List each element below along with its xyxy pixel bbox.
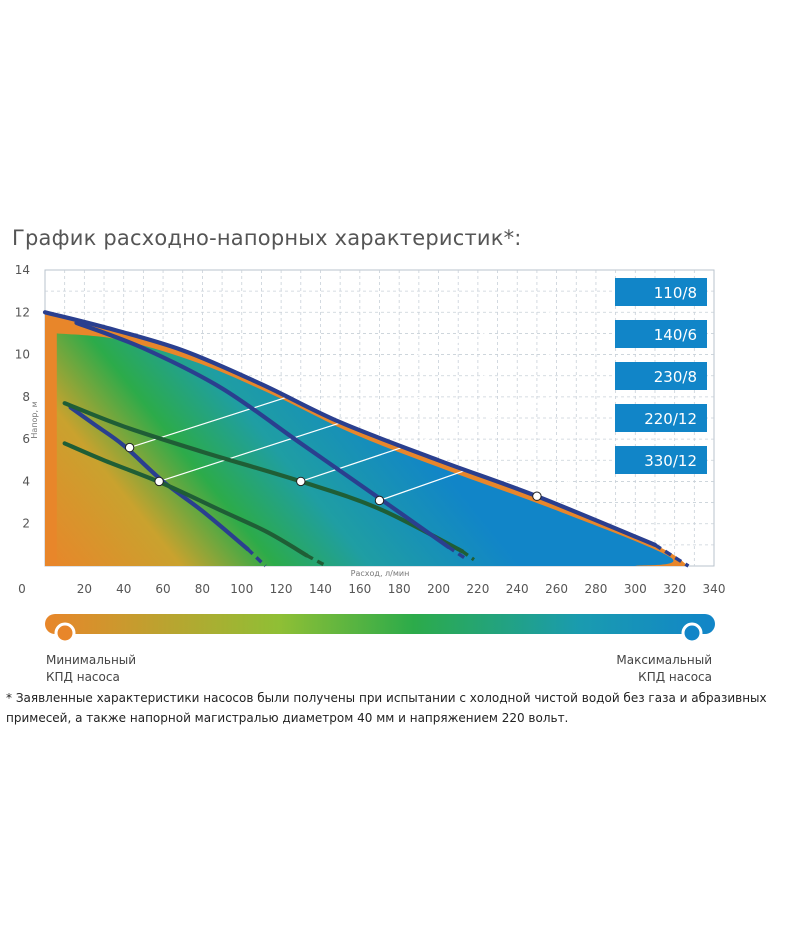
label-connector bbox=[129, 291, 616, 449]
x-tick-label: 160 bbox=[348, 582, 371, 596]
series-marker bbox=[532, 491, 542, 501]
series-line-220-12 bbox=[74, 320, 451, 550]
x-tick-label: 320 bbox=[663, 582, 686, 596]
series-label-box bbox=[615, 278, 707, 306]
pump-performance-chart: 110/8 140/6 230/8 220/12 330/12 2 4 6 8 10 12 14 0… bbox=[15, 263, 725, 644]
x-axis-ticks: 0 20 40 60 80 100 120 140 160 180 200 220 240 260 280 3… bbox=[18, 582, 725, 596]
series-marker bbox=[124, 442, 135, 453]
x-tick-label: 300 bbox=[624, 582, 647, 596]
max-efficiency-label: Максимальный КПД насоса bbox=[616, 652, 712, 686]
series-marker bbox=[154, 476, 164, 487]
y-axis-label: Напор, м bbox=[30, 401, 39, 438]
y-tick-label: 4 bbox=[22, 474, 30, 488]
x-tick-label: 340 bbox=[703, 582, 726, 596]
series-label-box bbox=[615, 362, 707, 390]
series-line-140-6 bbox=[62, 441, 309, 558]
min-efficiency-line2: КПД насоса bbox=[46, 670, 120, 684]
series-markers bbox=[124, 442, 542, 506]
label-connector bbox=[536, 459, 616, 497]
chart-title: График расходно-напорных характеристик*: bbox=[12, 226, 522, 250]
series-label-text: 230/8 bbox=[654, 368, 697, 386]
max-efficiency-marker bbox=[681, 622, 703, 644]
series-label-230-8: 230/8 bbox=[615, 362, 707, 390]
max-efficiency-line1: Максимальный bbox=[616, 653, 712, 667]
x-tick-label: 100 bbox=[230, 582, 253, 596]
x-tick-label: 200 bbox=[427, 582, 450, 596]
series-marker bbox=[374, 495, 385, 506]
series-dash-140-6 bbox=[305, 553, 328, 568]
series-line-110-8 bbox=[68, 405, 250, 552]
series-label-text: 330/12 bbox=[644, 452, 697, 470]
label-connector bbox=[158, 333, 616, 482]
series-label-220-12: 220/12 bbox=[615, 404, 707, 432]
label-connector bbox=[379, 417, 616, 502]
y-tick-label: 8 bbox=[22, 390, 30, 404]
series-label-box bbox=[615, 404, 707, 432]
x-tick-label: 280 bbox=[584, 582, 607, 596]
y-tick-label: 12 bbox=[15, 305, 30, 319]
series-label-box bbox=[615, 446, 707, 474]
label-connectors bbox=[129, 291, 616, 502]
x-tick-label: 20 bbox=[77, 582, 92, 596]
x-tick-label: 120 bbox=[270, 582, 293, 596]
series-label-text: 140/6 bbox=[654, 326, 697, 344]
x-tick-label: 80 bbox=[195, 582, 210, 596]
footnote: * Заявленные характеристики насосов были… bbox=[6, 691, 767, 725]
x-tick-label: 60 bbox=[155, 582, 170, 596]
series-dash-230-8 bbox=[461, 549, 475, 562]
min-efficiency-line1: Минимальный bbox=[46, 653, 137, 667]
x-tick-label: 0 bbox=[18, 582, 26, 596]
series-line-230-8 bbox=[62, 401, 465, 554]
series-label-text: 220/12 bbox=[644, 410, 697, 428]
y-tick-label: 2 bbox=[22, 517, 30, 531]
series-label-110-8: 110/8 bbox=[615, 278, 707, 306]
min-efficiency-label: Минимальный КПД насоса bbox=[46, 652, 136, 686]
x-tick-label: 140 bbox=[309, 582, 332, 596]
series-dash-220-12 bbox=[447, 545, 466, 559]
series-label-140-6: 140/6 bbox=[615, 320, 707, 348]
max-efficiency-line2: КПД насоса bbox=[638, 670, 712, 684]
efficiency-legend-bar bbox=[45, 614, 715, 644]
series-dash-110-8 bbox=[246, 547, 267, 568]
y-axis-ticks: 2 4 6 8 10 12 14 bbox=[15, 263, 30, 531]
label-connector bbox=[300, 375, 616, 482]
min-efficiency-marker bbox=[54, 622, 76, 644]
x-tick-label: 240 bbox=[506, 582, 529, 596]
series-label-330-12: 330/12 bbox=[615, 446, 707, 474]
y-tick-label: 10 bbox=[15, 348, 30, 362]
series-marker bbox=[296, 476, 306, 487]
x-tick-label: 40 bbox=[116, 582, 131, 596]
y-tick-label: 14 bbox=[15, 263, 30, 277]
series-dash-330-12 bbox=[654, 543, 690, 568]
x-tick-label: 220 bbox=[466, 582, 489, 596]
x-tick-label: 180 bbox=[388, 582, 411, 596]
y-tick-label: 6 bbox=[22, 432, 30, 446]
series-label-text: 110/8 bbox=[654, 284, 697, 302]
x-axis-label: Расход, л/мин bbox=[351, 569, 410, 578]
series-label-box bbox=[615, 320, 707, 348]
x-tick-label: 260 bbox=[545, 582, 568, 596]
series-label-boxes: 110/8 140/6 230/8 220/12 330/12 bbox=[615, 278, 707, 474]
